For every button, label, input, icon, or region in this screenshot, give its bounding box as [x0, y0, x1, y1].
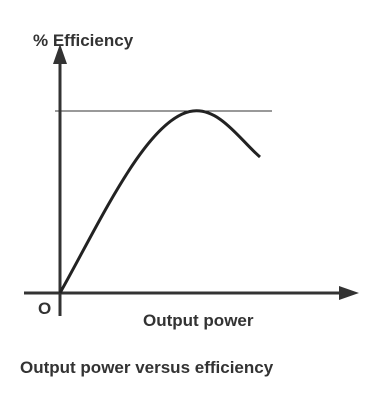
origin-label: O	[38, 299, 51, 318]
y-axis-label: % Efficiency	[33, 31, 134, 50]
caption: Output power versus efficiency	[20, 358, 274, 377]
efficiency-curve	[58, 109, 261, 294]
y-axis-arrow	[53, 44, 67, 64]
x-axis-arrow	[339, 286, 359, 300]
x-axis-label: Output power	[143, 311, 254, 330]
